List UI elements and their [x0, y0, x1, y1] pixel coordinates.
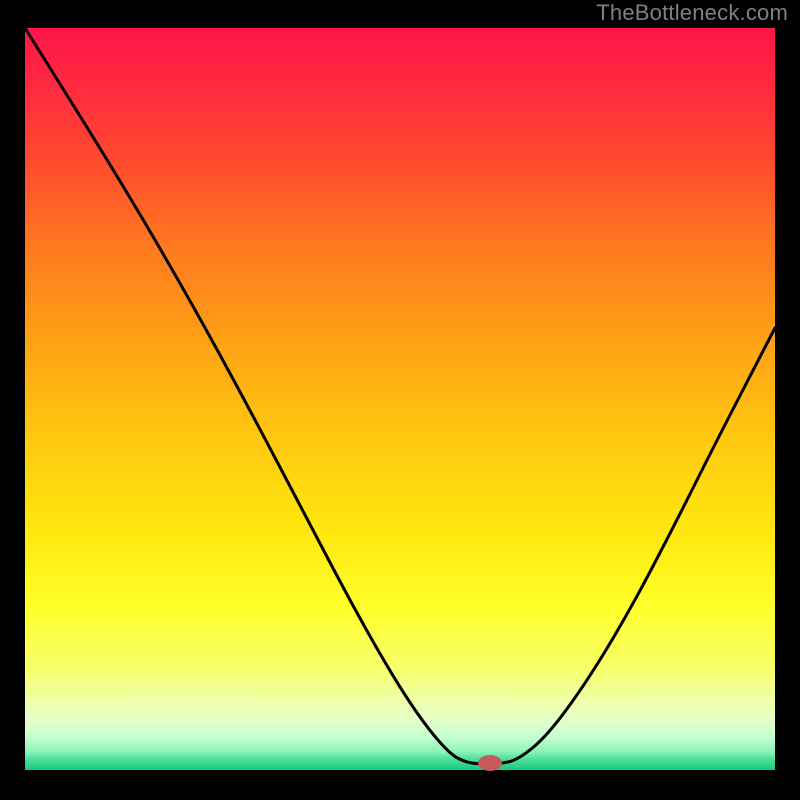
plot-background	[25, 28, 775, 770]
watermark-text: TheBottleneck.com	[596, 0, 788, 26]
bottleneck-chart	[0, 0, 800, 800]
chart-root: { "watermark": { "text": "TheBottleneck.…	[0, 0, 800, 800]
optimal-marker	[478, 755, 502, 771]
